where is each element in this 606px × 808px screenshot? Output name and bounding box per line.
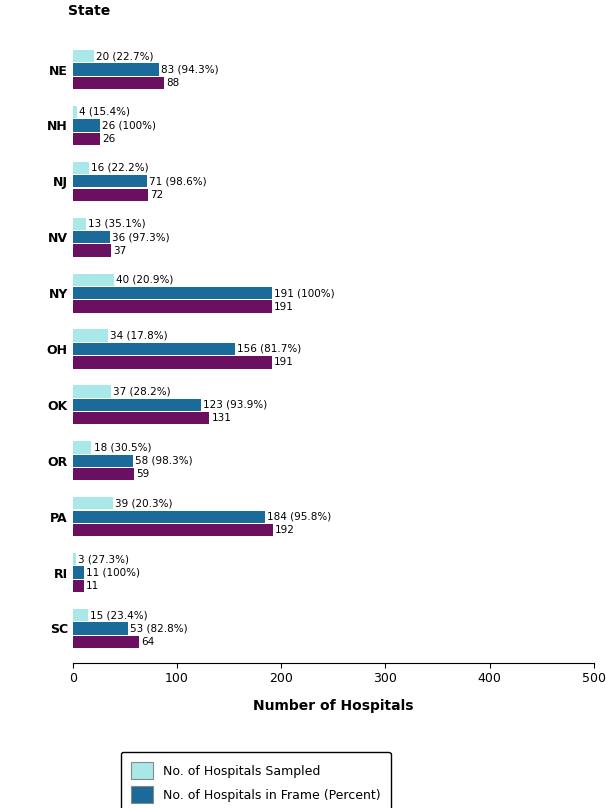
Bar <box>73 50 93 62</box>
Bar <box>73 441 92 453</box>
Text: 191 (100%): 191 (100%) <box>274 288 335 298</box>
Text: 88: 88 <box>167 78 180 88</box>
Text: 59: 59 <box>136 469 150 479</box>
Bar <box>73 188 148 201</box>
Bar <box>73 468 134 480</box>
Text: 18 (30.5%): 18 (30.5%) <box>93 442 151 452</box>
Text: 191: 191 <box>274 357 294 368</box>
Bar <box>73 274 115 286</box>
Bar <box>73 301 272 313</box>
Text: 13 (35.1%): 13 (35.1%) <box>88 219 146 229</box>
Text: 20 (22.7%): 20 (22.7%) <box>96 51 153 61</box>
Bar <box>73 553 76 566</box>
Text: 4 (15.4%): 4 (15.4%) <box>79 107 130 117</box>
Bar <box>73 343 235 356</box>
Text: 156 (81.7%): 156 (81.7%) <box>238 344 302 354</box>
Bar <box>73 356 272 368</box>
Bar <box>73 455 133 467</box>
Text: 53 (82.8%): 53 (82.8%) <box>130 624 188 633</box>
Text: 39 (20.3%): 39 (20.3%) <box>116 499 173 508</box>
Bar <box>73 245 112 257</box>
Text: 71 (98.6%): 71 (98.6%) <box>149 176 207 187</box>
Text: 123 (93.9%): 123 (93.9%) <box>203 400 267 410</box>
Text: 83 (94.3%): 83 (94.3%) <box>161 65 219 74</box>
Bar <box>73 217 86 230</box>
Text: 11: 11 <box>86 581 99 591</box>
Text: 34 (17.8%): 34 (17.8%) <box>110 330 168 341</box>
Bar <box>73 497 113 509</box>
Text: 191: 191 <box>274 301 294 312</box>
Bar <box>73 412 209 424</box>
Bar <box>73 162 90 174</box>
Bar <box>73 106 77 118</box>
Bar <box>73 636 139 648</box>
Text: 58 (98.3%): 58 (98.3%) <box>135 456 193 465</box>
Bar <box>73 231 110 243</box>
Bar <box>73 511 264 523</box>
Text: 192: 192 <box>275 525 295 535</box>
Text: 26 (100%): 26 (100%) <box>102 120 156 130</box>
Bar <box>73 133 100 145</box>
Bar <box>73 580 84 592</box>
Text: 37 (28.2%): 37 (28.2%) <box>113 386 171 397</box>
Legend: No. of Hospitals Sampled, No. of Hospitals in Frame (Percent), No. of Hospitals : No. of Hospitals Sampled, No. of Hospita… <box>121 751 391 808</box>
Text: 40 (20.9%): 40 (20.9%) <box>116 275 174 284</box>
Text: 72: 72 <box>150 190 163 200</box>
Text: 37: 37 <box>113 246 127 255</box>
Bar <box>73 385 112 398</box>
Text: 36 (97.3%): 36 (97.3%) <box>112 232 170 242</box>
Bar <box>73 398 201 411</box>
Bar <box>73 287 272 299</box>
Bar <box>73 175 147 187</box>
Bar <box>73 77 164 89</box>
Text: 3 (27.3%): 3 (27.3%) <box>78 554 129 564</box>
Text: 11 (100%): 11 (100%) <box>86 567 140 578</box>
Bar <box>73 622 128 634</box>
Bar <box>73 566 84 579</box>
Text: State: State <box>67 4 110 18</box>
Text: 64: 64 <box>142 637 155 647</box>
Bar <box>73 609 88 621</box>
Text: 26: 26 <box>102 134 115 144</box>
Bar <box>73 120 100 132</box>
Text: 15 (23.4%): 15 (23.4%) <box>90 610 148 620</box>
Text: 16 (22.2%): 16 (22.2%) <box>92 163 149 173</box>
Text: 184 (95.8%): 184 (95.8%) <box>267 511 331 522</box>
X-axis label: Number of Hospitals: Number of Hospitals <box>253 699 413 713</box>
Bar <box>73 63 159 76</box>
Bar <box>73 524 273 537</box>
Text: 131: 131 <box>211 414 231 423</box>
Bar <box>73 330 108 342</box>
